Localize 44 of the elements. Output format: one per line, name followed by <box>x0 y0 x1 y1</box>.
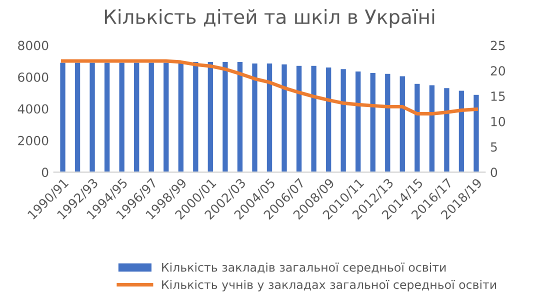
legend-label: Кількість закладів загальної середньої освіти <box>162 262 446 274</box>
bar <box>474 94 479 172</box>
bar <box>266 64 272 172</box>
bar <box>458 90 464 172</box>
y-tick-label: 2000 <box>18 136 48 146</box>
bar <box>60 62 66 172</box>
bar <box>222 62 228 172</box>
bar <box>90 62 95 172</box>
y2-tick-label: 5 <box>490 142 497 152</box>
bar <box>370 73 376 172</box>
bar <box>385 74 390 172</box>
y-tick-label: 6000 <box>18 72 48 82</box>
line-series <box>61 59 478 116</box>
bar <box>296 66 302 172</box>
bar <box>178 62 184 172</box>
bar <box>326 67 332 172</box>
bar <box>148 62 154 172</box>
bar <box>237 62 243 172</box>
bar <box>429 85 435 172</box>
bar <box>119 62 124 172</box>
bar <box>193 62 198 172</box>
bar <box>282 64 287 172</box>
bar <box>444 88 450 172</box>
bar <box>356 71 361 172</box>
bar <box>104 62 110 172</box>
y2-tick-label: 15 <box>491 92 505 101</box>
bar <box>252 64 258 172</box>
y-tick-label: 8000 <box>18 40 48 50</box>
y-tick-label: 0 <box>42 168 48 178</box>
y2-tick-label: 10 <box>491 116 506 126</box>
y2-tick-label: 0 <box>490 168 498 178</box>
legend-label: Кількість учнів у закладах загальної середньої освіти <box>162 280 496 292</box>
bar <box>164 62 169 172</box>
y-tick-label: 4000 <box>18 104 48 114</box>
bar <box>400 76 405 172</box>
bar <box>134 62 140 172</box>
y2-tick-label: 25 <box>490 40 505 50</box>
bar <box>311 66 316 172</box>
bar <box>414 84 420 172</box>
bar <box>74 62 80 172</box>
chart-title: Кількість дітей та шкіл в Україні <box>104 9 434 28</box>
bar <box>208 62 214 172</box>
y2-tick-label: 20 <box>490 66 506 76</box>
bar <box>340 69 346 172</box>
